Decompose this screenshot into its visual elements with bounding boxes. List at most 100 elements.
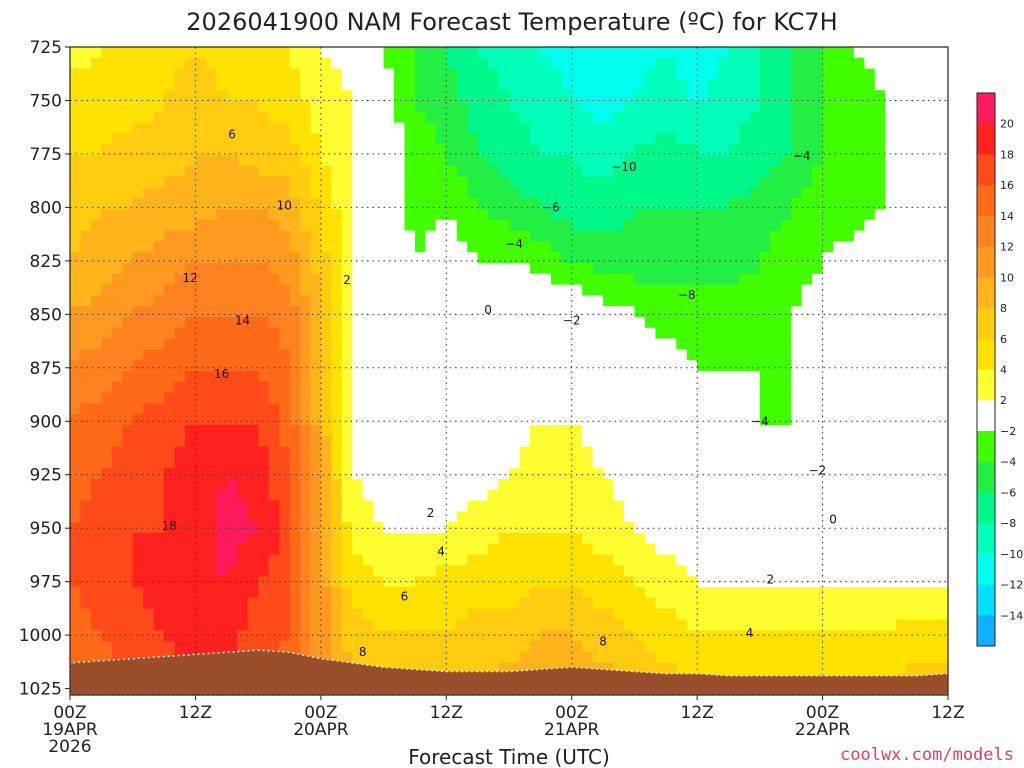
temperature-cell — [289, 565, 301, 577]
temperature-cell — [592, 198, 604, 210]
temperature-cell — [268, 565, 280, 577]
temperature-cell — [153, 435, 165, 448]
temperature-cell — [352, 155, 364, 167]
temperature-cell — [833, 306, 845, 318]
temperature-cell — [90, 111, 102, 124]
temperature-cell — [885, 284, 897, 296]
temperature-cell — [623, 263, 636, 275]
temperature-cell — [833, 479, 845, 491]
temperature-cell — [153, 198, 165, 210]
temperature-cell — [143, 306, 155, 318]
temperature-cell — [833, 522, 845, 534]
temperature-cell — [697, 47, 709, 59]
temperature-cell — [833, 133, 845, 145]
temperature-cell — [111, 101, 123, 113]
temperature-cell — [853, 187, 865, 199]
temperature-cell — [132, 79, 144, 91]
temperature-cell — [582, 295, 594, 307]
temperature-cell — [937, 155, 949, 167]
temperature-cell — [634, 630, 646, 642]
temperature-cell — [237, 155, 249, 167]
temperature-cell — [237, 457, 249, 469]
temperature-cell — [519, 468, 531, 480]
temperature-cell — [665, 522, 677, 534]
temperature-cell — [812, 327, 824, 340]
temperature-cell — [205, 133, 217, 145]
temperature-cell — [331, 371, 343, 383]
temperature-cell — [853, 111, 865, 124]
temperature-cell — [195, 219, 207, 232]
temperature-cell — [686, 446, 698, 458]
temperature-cell — [373, 414, 385, 426]
temperature-cell — [791, 165, 803, 178]
temperature-cell — [509, 111, 521, 124]
temperature-cell — [853, 144, 865, 156]
temperature-cell — [352, 489, 364, 502]
temperature-cell — [488, 198, 500, 210]
temperature-cell — [519, 597, 531, 610]
temperature-cell — [759, 68, 771, 80]
temperature-cell — [540, 608, 552, 620]
temperature-cell — [446, 641, 458, 653]
temperature-cell — [833, 230, 845, 242]
temperature-cell — [362, 111, 374, 124]
temperature-cell — [770, 587, 782, 599]
temperature-cell — [728, 641, 740, 653]
temperature-cell — [164, 392, 176, 404]
temperature-cell — [143, 111, 155, 124]
temperature-cell — [529, 576, 541, 588]
temperature-cell — [446, 511, 458, 523]
temperature-cell — [770, 165, 782, 178]
temperature-cell — [623, 608, 636, 620]
temperature-cell — [446, 252, 458, 264]
temperature-cell — [383, 263, 395, 275]
temperature-cell — [655, 662, 667, 674]
temperature-cell — [279, 198, 291, 210]
temperature-cell — [874, 155, 886, 167]
temperature-cell — [812, 371, 824, 383]
temperature-cell — [655, 284, 667, 296]
temperature-cell — [404, 662, 416, 674]
temperature-cell — [174, 587, 186, 599]
temperature-cell — [153, 446, 165, 458]
temperature-cell — [634, 489, 646, 502]
temperature-cell — [111, 252, 123, 264]
temperature-cell — [759, 273, 771, 286]
temperature-cell — [623, 554, 636, 566]
temperature-cell — [634, 597, 646, 610]
temperature-cell — [759, 263, 771, 275]
temperature-cell — [529, 230, 541, 242]
temperature-cell — [738, 165, 751, 178]
temperature-cell — [759, 425, 771, 437]
temperature-cell — [885, 219, 897, 232]
temperature-cell — [488, 392, 500, 404]
temperature-cell — [216, 554, 228, 566]
temperature-cell — [801, 79, 813, 91]
temperature-cell — [906, 349, 918, 361]
temperature-cell — [101, 630, 113, 642]
temperature-cell — [519, 165, 531, 178]
temperature-cell — [833, 608, 845, 620]
temperature-cell — [467, 597, 479, 610]
temperature-cell — [488, 209, 500, 221]
temperature-cell — [362, 597, 374, 610]
temperature-cell — [184, 219, 197, 232]
temperature-cell — [456, 122, 468, 134]
temperature-cell — [718, 576, 730, 588]
temperature-cell — [561, 198, 573, 210]
temperature-cell — [718, 641, 730, 653]
temperature-cell — [529, 306, 541, 318]
temperature-cell — [383, 327, 395, 340]
temperature-cell — [613, 651, 625, 664]
temperature-cell — [394, 392, 406, 404]
temperature-cell — [205, 241, 217, 253]
temperature-cell — [477, 392, 489, 404]
temperature-cell — [561, 241, 573, 253]
temperature-cell — [352, 241, 364, 253]
temperature-cell — [268, 511, 280, 523]
temperature-cell — [237, 68, 249, 80]
temperature-cell — [101, 468, 113, 480]
temperature-cell — [571, 403, 583, 415]
temperature-cell — [216, 576, 228, 588]
temperature-cell — [655, 457, 667, 469]
